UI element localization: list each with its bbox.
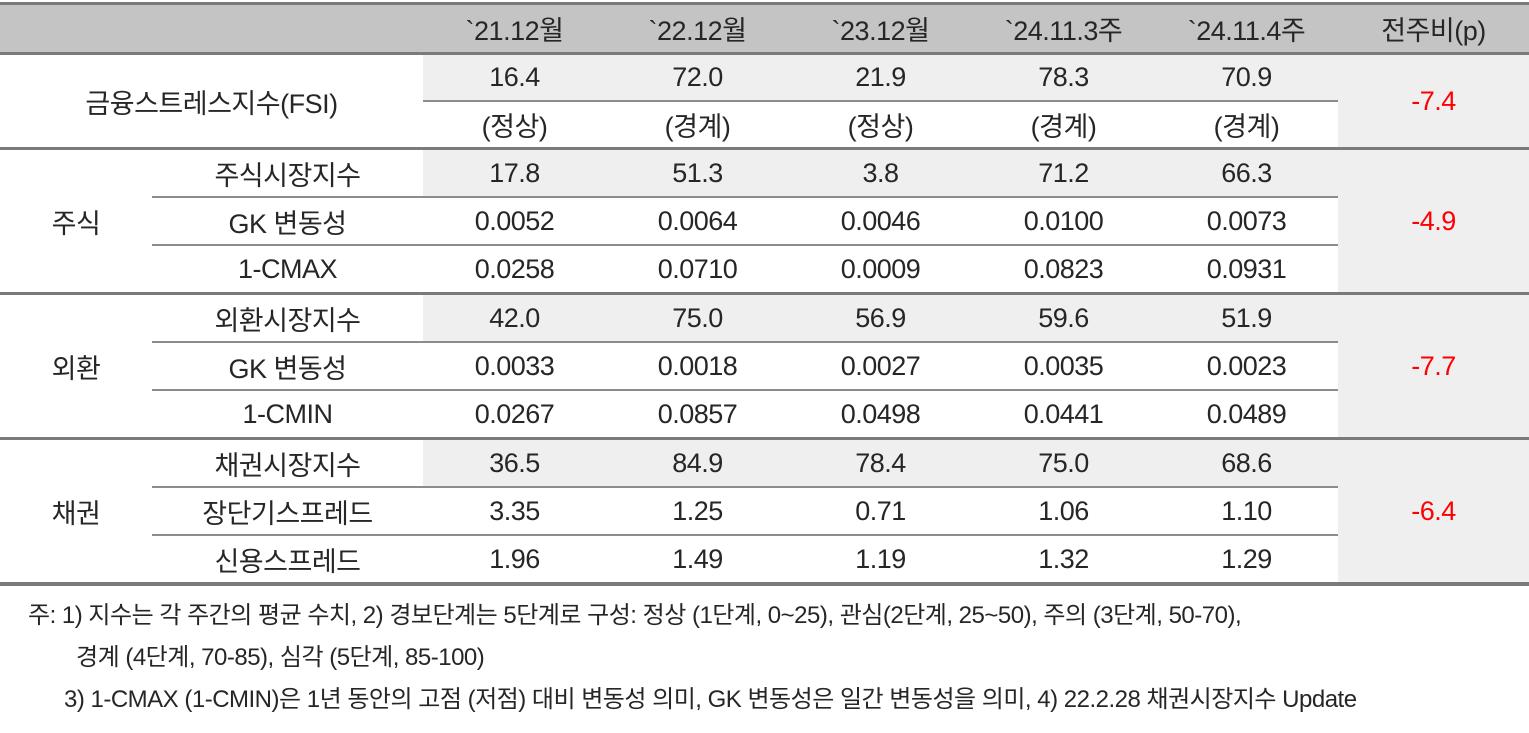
col-header-24-11-4: `24.11.4주 xyxy=(1155,3,1338,55)
value-cell: 0.0033 xyxy=(423,341,606,390)
value-cell: 0.0046 xyxy=(789,196,972,245)
fx-index-row: 외환 외환시장지수 42.0 75.0 56.9 59.6 51.9 -7.7 xyxy=(0,292,1529,439)
value-cell: 71.2 xyxy=(972,147,1155,197)
value-cell: 1.10 xyxy=(1155,486,1338,535)
value-cell: 75.0 xyxy=(972,437,1155,487)
stock-index-row: 주식 주식시장지수 17.8 51.3 3.8 71.2 66.3 -4.9 xyxy=(0,147,1529,294)
stock-change-cell: -4.9 xyxy=(1338,147,1529,294)
value-cell: 36.5 xyxy=(423,437,606,487)
fsi-status-row: (정상) (경계) (정상) (경계) (경계) xyxy=(0,100,1529,149)
value-cell: 3.8 xyxy=(789,147,972,197)
header-corner xyxy=(0,3,423,55)
row-label: GK 변동성 xyxy=(152,196,423,245)
value-cell: 59.6 xyxy=(972,292,1155,342)
value-cell: 3.35 xyxy=(423,486,606,535)
bond-term-spread-row: 장단기스프레드 3.35 1.25 0.71 1.06 1.10 xyxy=(0,486,1529,535)
bond-credit-spread-row: 신용스프레드 1.96 1.49 1.19 1.32 1.29 xyxy=(0,534,1529,584)
row-label: 주식시장지수 xyxy=(152,147,423,197)
row-label: GK 변동성 xyxy=(152,341,423,390)
value-cell: 0.0023 xyxy=(1155,341,1338,390)
col-header-wow-change: 전주비(p) xyxy=(1338,3,1529,55)
value-cell: 1.96 xyxy=(423,534,606,584)
stock-cmax-row: 1-CMAX 0.0258 0.0710 0.0009 0.0823 0.093… xyxy=(0,244,1529,294)
fx-change-cell: -7.7 xyxy=(1338,292,1529,439)
value-cell: 1.25 xyxy=(606,486,789,535)
fsi-label: 금융스트레스지수(FSI) xyxy=(0,52,423,149)
value-cell: 0.0267 xyxy=(423,389,606,439)
fsi-change-cell: -7.4 xyxy=(1338,52,1529,149)
value-cell: 0.0027 xyxy=(789,341,972,390)
row-label: 1-CMIN xyxy=(152,389,423,439)
value-cell: 1.06 xyxy=(972,486,1155,535)
value-cell: 17.8 xyxy=(423,147,606,197)
value-cell: 0.0258 xyxy=(423,244,606,294)
fsi-value: 21.9 xyxy=(789,52,972,101)
value-cell: 0.0823 xyxy=(972,244,1155,294)
value-cell: 0.0052 xyxy=(423,196,606,245)
value-cell: 51.3 xyxy=(606,147,789,197)
fsi-value: 16.4 xyxy=(423,52,606,101)
value-cell: 84.9 xyxy=(606,437,789,487)
value-cell: 0.71 xyxy=(789,486,972,535)
value-cell: 0.0441 xyxy=(972,389,1155,439)
fx-gk-row: GK 변동성 0.0033 0.0018 0.0027 0.0035 0.002… xyxy=(0,341,1529,390)
value-cell: 66.3 xyxy=(1155,147,1338,197)
footnote-line-2: 경계 (4단계, 70-85), 심각 (5단계, 85-100) xyxy=(76,644,485,671)
value-cell: 0.0018 xyxy=(606,341,789,390)
value-cell: 0.0009 xyxy=(789,244,972,294)
value-cell: 0.0100 xyxy=(972,196,1155,245)
footnote-line-3: 3) 1-CMAX (1-CMIN)은 1년 동안의 고점 (저점) 대비 변동… xyxy=(64,686,1357,713)
row-label: 채권시장지수 xyxy=(152,437,423,487)
value-cell: 1.32 xyxy=(972,534,1155,584)
fsi-value: 78.3 xyxy=(972,52,1155,101)
col-header-23-12: `23.12월 xyxy=(789,3,972,55)
value-cell: 1.29 xyxy=(1155,534,1338,584)
value-cell: 75.0 xyxy=(606,292,789,342)
value-cell: 51.9 xyxy=(1155,292,1338,342)
group-label-bond: 채권 xyxy=(0,437,152,584)
value-cell: 0.0931 xyxy=(1155,244,1338,294)
fsi-status: (정상) xyxy=(789,100,972,149)
fsi-status: (경계) xyxy=(1155,100,1338,149)
row-label: 외환시장지수 xyxy=(152,292,423,342)
footnotes: 주: 1) 지수는 각 주간의 평균 수치, 2) 경보단계는 5단계로 구성:… xyxy=(0,595,1529,721)
value-cell: 42.0 xyxy=(423,292,606,342)
row-label: 신용스프레드 xyxy=(152,534,423,584)
fsi-value: 72.0 xyxy=(606,52,789,101)
group-label-fx: 외환 xyxy=(0,292,152,439)
footnote-line-1: 주: 1) 지수는 각 주간의 평균 수치, 2) 경보단계는 5단계로 구성:… xyxy=(28,602,1242,629)
fsi-status: (정상) xyxy=(423,100,606,149)
fsi-status: (경계) xyxy=(972,100,1155,149)
row-label: 1-CMAX xyxy=(152,244,423,294)
group-label-stock: 주식 xyxy=(0,147,152,294)
financial-stress-index-table: `21.12월 `22.12월 `23.12월 `24.11.3주 `24.11… xyxy=(0,2,1529,586)
fx-cmin-row: 1-CMIN 0.0267 0.0857 0.0498 0.0441 0.048… xyxy=(0,389,1529,439)
value-cell: 0.0064 xyxy=(606,196,789,245)
value-cell: 0.0498 xyxy=(789,389,972,439)
value-cell: 78.4 xyxy=(789,437,972,487)
value-cell: 68.6 xyxy=(1155,437,1338,487)
col-header-21-12: `21.12월 xyxy=(423,3,606,55)
value-cell: 1.49 xyxy=(606,534,789,584)
bond-change-cell: -6.4 xyxy=(1338,437,1529,584)
fsi-values-row: 금융스트레스지수(FSI) 16.4 72.0 21.9 78.3 70.9 -… xyxy=(0,52,1529,149)
row-label: 장단기스프레드 xyxy=(152,486,423,535)
value-cell: 0.0073 xyxy=(1155,196,1338,245)
bond-index-row: 채권 채권시장지수 36.5 84.9 78.4 75.0 68.6 -6.4 xyxy=(0,437,1529,584)
col-header-24-11-3: `24.11.3주 xyxy=(972,3,1155,55)
value-cell: 0.0489 xyxy=(1155,389,1338,439)
header-row: `21.12월 `22.12월 `23.12월 `24.11.3주 `24.11… xyxy=(0,3,1529,55)
value-cell: 0.0035 xyxy=(972,341,1155,390)
value-cell: 0.0710 xyxy=(606,244,789,294)
value-cell: 0.0857 xyxy=(606,389,789,439)
col-header-22-12: `22.12월 xyxy=(606,3,789,55)
value-cell: 1.19 xyxy=(789,534,972,584)
value-cell: 56.9 xyxy=(789,292,972,342)
stock-gk-row: GK 변동성 0.0052 0.0064 0.0046 0.0100 0.007… xyxy=(0,196,1529,245)
fsi-value: 70.9 xyxy=(1155,52,1338,101)
fsi-status: (경계) xyxy=(606,100,789,149)
